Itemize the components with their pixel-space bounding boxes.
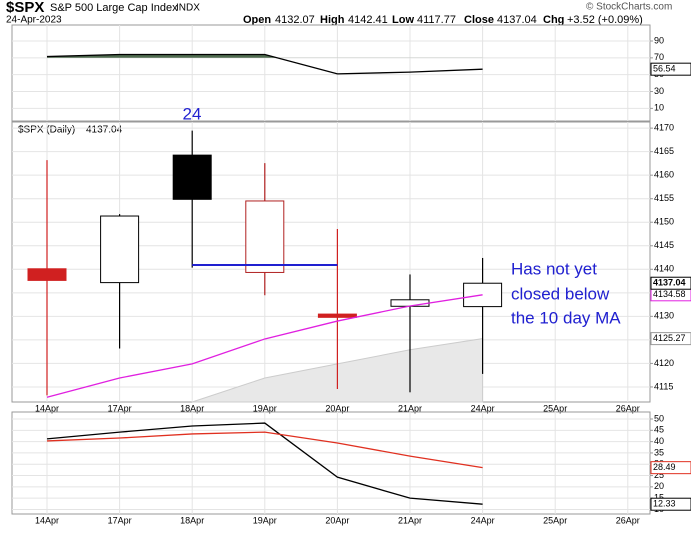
line: [46, 53, 483, 75]
x-tick-label: 21Apr: [398, 515, 422, 525]
line: [46, 422, 483, 505]
y-tick-label: 4160: [654, 170, 674, 180]
annotation-line: the 10 day MA: [511, 308, 621, 327]
y-tick-label: 4155: [654, 193, 674, 203]
x-tick-label: 17Apr: [108, 515, 132, 525]
panel-frame: [11, 411, 651, 515]
y-tick-label: 90: [654, 35, 664, 45]
x-tick-label: 18Apr: [180, 403, 204, 413]
annotation-line: closed below: [511, 284, 610, 303]
candle-body: [317, 313, 357, 318]
y-tick-label: 4140: [654, 264, 674, 274]
candle-body: [390, 299, 430, 307]
x-tick-label: 14Apr: [35, 515, 59, 525]
candle-body: [27, 268, 67, 281]
credit: © StockCharts.com: [586, 2, 672, 13]
close-label: Close: [464, 14, 494, 26]
y-tick-label: 35: [654, 447, 664, 457]
end-label-box: [650, 62, 691, 76]
y-tick-label: 4120: [654, 358, 674, 368]
end-label-box: [650, 332, 691, 346]
chg-value: +3.52 (+0.09%): [567, 14, 643, 26]
symbol: $SPX: [6, 0, 44, 16]
y-tick-label: 45: [654, 425, 664, 435]
chg-label: Chg: [543, 14, 564, 26]
y-tick-label: 4170: [654, 122, 674, 132]
x-tick-label: 17Apr: [108, 403, 132, 413]
x-tick-label: 24Apr: [471, 403, 495, 413]
y-tick-label: 10: [654, 103, 664, 113]
y-tick-label: 50: [654, 413, 664, 423]
annotation-number: 24: [183, 104, 202, 123]
y-tick-label: 4150: [654, 217, 674, 227]
end-label: 12.33: [653, 499, 676, 509]
y-tick-label: 4115: [654, 381, 673, 391]
x-tick-label: 24Apr: [471, 515, 495, 525]
ohlc-header: Open 4132.07 High 4142.41 Low 4117.77 Cl…: [243, 14, 643, 26]
end-label: 28.49: [653, 462, 676, 472]
candle-body: [245, 200, 285, 273]
y-tick-label: 25: [654, 470, 664, 480]
x-tick-label: 20Apr: [325, 515, 349, 525]
end-label: 4137.04: [653, 278, 686, 288]
x-tick-label: 14Apr: [35, 403, 59, 413]
open-label: Open: [243, 14, 271, 26]
annotation-line: Has not yet: [511, 259, 597, 278]
y-tick-label: 4130: [654, 311, 674, 321]
candle-body: [100, 215, 140, 284]
open-value: 4132.07: [275, 14, 315, 26]
high-label: High: [320, 14, 345, 26]
line: [46, 431, 483, 469]
overbought-fill: [47, 54, 483, 58]
low-value: 4117.77: [417, 14, 456, 26]
legend-value: 4137.04: [86, 125, 123, 136]
x-tick-label: 25Apr: [543, 403, 567, 413]
candle-body: [172, 154, 212, 200]
end-label: 4125.27: [653, 333, 686, 343]
low-label: Low: [392, 14, 414, 26]
exchange: INDX: [176, 3, 200, 14]
x-tick-label: 26Apr: [616, 403, 640, 413]
x-tick-label: 25Apr: [543, 515, 567, 525]
high-value: 4142.41: [348, 14, 388, 26]
end-label: 56.54: [653, 64, 676, 74]
end-label-box: [650, 276, 691, 290]
y-tick-label: 30: [654, 86, 664, 96]
x-tick-label: 20Apr: [325, 403, 349, 413]
x-tick-label: 26Apr: [616, 515, 640, 525]
x-tick-label: 18Apr: [180, 515, 204, 525]
x-tick-label: 19Apr: [253, 515, 277, 525]
x-tick-label: 21Apr: [398, 403, 422, 413]
y-tick-label: 4165: [654, 146, 674, 156]
y-tick-label: 40: [654, 436, 664, 446]
line: [46, 294, 483, 398]
x-tick-label: 19Apr: [253, 403, 277, 413]
end-label: 4134.58: [653, 289, 686, 299]
y-tick-label: 15: [654, 493, 664, 503]
date: 24-Apr-2023: [6, 15, 62, 26]
y-tick-label: 4145: [654, 240, 674, 250]
panel-frame: [11, 24, 651, 122]
y-tick-label: 70: [654, 52, 664, 62]
end-label-box: [650, 461, 691, 475]
close-value: 4137.04: [497, 14, 537, 26]
end-label-box: [650, 497, 691, 511]
y-tick-label: 20: [654, 481, 664, 491]
index-name: S&P 500 Large Cap Index: [50, 2, 178, 14]
